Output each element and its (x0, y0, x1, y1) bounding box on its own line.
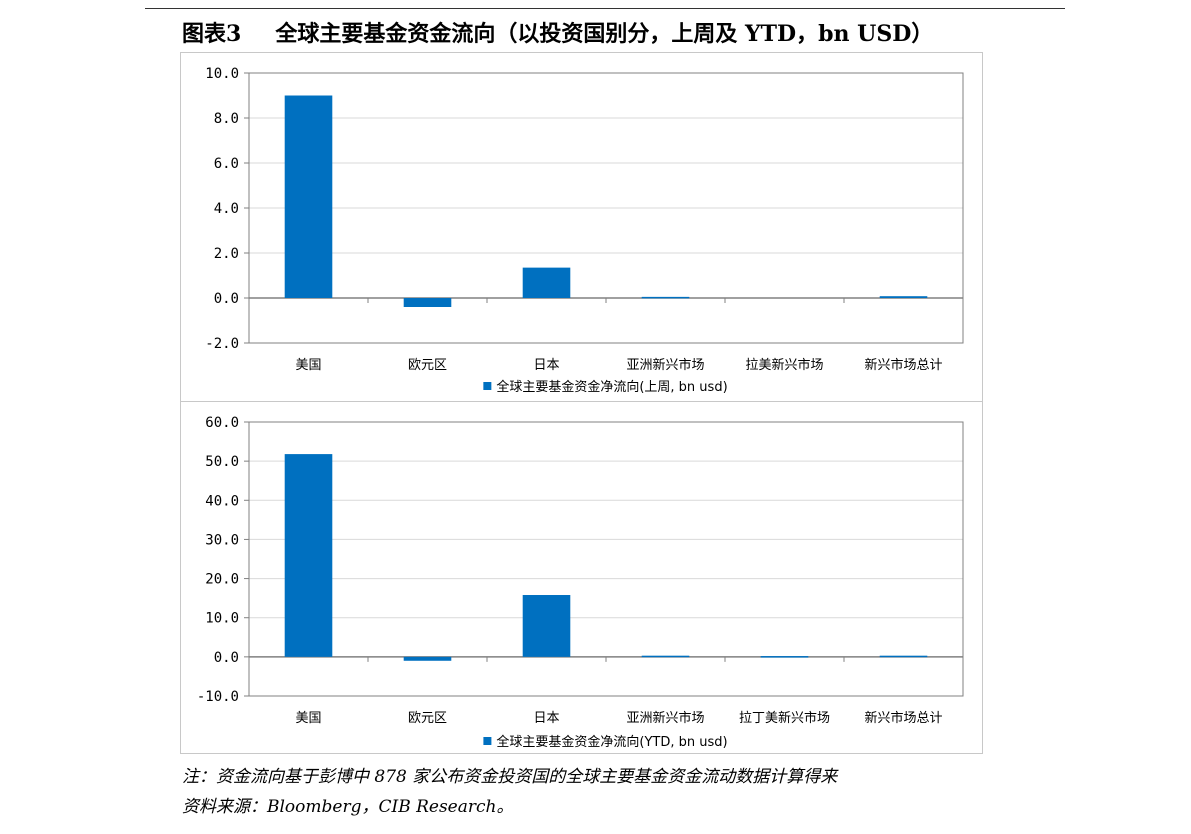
ytd-category-label: 美国 (295, 711, 321, 726)
ytd-ytick-label: -10.0 (197, 689, 239, 705)
ytd-category-label: 欧元区 (408, 711, 447, 726)
ytd-legend-swatch (483, 737, 492, 745)
weekly-category-label: 新兴市场总计 (864, 357, 942, 373)
weekly-ytick-label: 6.0 (214, 156, 239, 172)
weekly-category-label: 拉美新兴市场 (745, 357, 823, 373)
weekly-category-label: 亚洲新兴市场 (626, 357, 704, 373)
weekly-category-label: 日本 (533, 358, 559, 373)
ytd-ytick-label: 10.0 (205, 611, 239, 627)
weekly-bar (284, 95, 333, 298)
weekly-ytick-label: 10.0 (205, 66, 239, 82)
figure-number: 图表3 (182, 21, 242, 47)
weekly-plot-area (248, 72, 964, 344)
ytd-plot-area (248, 421, 964, 697)
ytd-ytick-label: 60.0 (205, 415, 239, 431)
ytd-bar (641, 655, 690, 658)
ytd-category-label: 亚洲新兴市场 (626, 710, 704, 726)
figure-title: 图表3 全球主要基金资金流向（以投资国别分，上周及 YTD，bn USD） (182, 16, 933, 48)
weekly-legend-swatch (483, 382, 492, 390)
ytd-bar (284, 454, 333, 657)
weekly-ytick-label: 0.0 (214, 291, 239, 307)
ytd-category-label: 拉丁美新兴市场 (739, 710, 830, 726)
footnote: 注：资金流向基于彭博中 878 家公布资金投资国的全球主要基金资金流动数据计算得… (182, 767, 838, 787)
ytd-bar (522, 595, 571, 657)
ytd-category-label: 新兴市场总计 (864, 710, 942, 726)
chart-ytd-flows: -10.0 0.0 10.0 20.0 30.0 40.0 50.0 60.0 美国 欧元区 日本 亚… (180, 402, 983, 754)
ytd-bar (879, 655, 928, 658)
chart-weekly-svg: -2.0 0.0 2.0 4.0 6.0 8.0 10.0 美国 欧元区 日本 亚洲新兴市场 拉美新兴… (205, 66, 964, 395)
ytd-ytick-label: 50.0 (205, 454, 239, 470)
weekly-ytick-label: 2.0 (214, 246, 239, 262)
weekly-ytick-label: 8.0 (214, 111, 239, 127)
ytd-ytick-label: 0.0 (214, 650, 239, 666)
source-note: 资料来源：Bloomberg，CIB Research。 (182, 797, 514, 817)
ytd-bar (760, 656, 809, 658)
weekly-bar (522, 267, 571, 298)
weekly-ytick-label: 4.0 (214, 201, 239, 217)
figure-title-text: 全球主要基金资金流向（以投资国别分，上周及 YTD，bn USD） (275, 21, 934, 47)
weekly-ytick-label: -2.0 (205, 336, 239, 352)
ytd-ytick-label: 20.0 (205, 572, 239, 588)
ytd-ytick-label: 40.0 (205, 493, 239, 509)
ytd-ytick-label: 30.0 (205, 532, 239, 548)
ytd-legend-label: 全球主要基金资金净流向(YTD, bn usd) (496, 734, 727, 750)
ytd-bar (403, 656, 452, 661)
weekly-bar (403, 298, 452, 307)
weekly-category-label: 欧元区 (408, 358, 447, 373)
weekly-bar (879, 296, 928, 298)
weekly-bar (641, 296, 690, 299)
chart-ytd-svg: -10.0 0.0 10.0 20.0 30.0 40.0 50.0 60.0 美国 欧元区 日本 亚… (197, 415, 964, 750)
weekly-category-label: 美国 (295, 358, 321, 373)
chart-weekly-flows: -2.0 0.0 2.0 4.0 6.0 8.0 10.0 美国 欧元区 日本 亚洲新兴市场 拉美新兴… (180, 52, 983, 402)
weekly-legend-label: 全球主要基金资金净流向(上周, bn usd) (496, 379, 727, 395)
top-rule (145, 8, 1065, 9)
ytd-category-label: 日本 (533, 711, 559, 726)
